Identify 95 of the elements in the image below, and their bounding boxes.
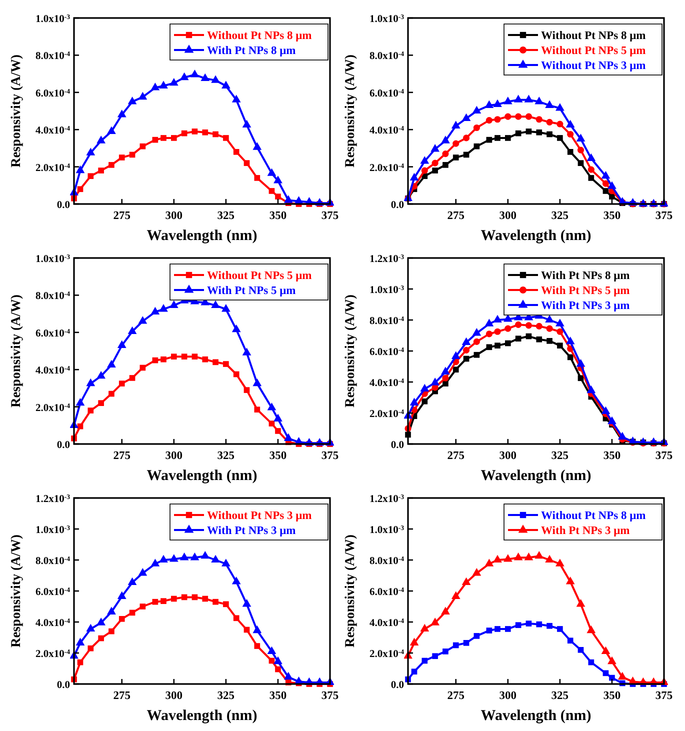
legend-label: Without Pt NPs 8 μm — [541, 510, 646, 522]
x-axis-title: Wavelength (nm) — [480, 228, 592, 244]
y-tick-label: 1.0x10$^{-3}$ — [35, 524, 71, 536]
x-tick-label: 325 — [551, 690, 569, 702]
y-tick-label: 2.0x10$^{-4}$ — [369, 648, 405, 660]
y-tick-label: 1.0x10$^{-3}$ — [369, 284, 405, 296]
x-tick-label: 350 — [603, 450, 621, 462]
legend-label: Without Pt NPs 8 μm — [207, 30, 312, 42]
y-tick-label: 4.0x10$^{-4}$ — [35, 125, 71, 137]
y-tick-label: 1.2x10$^{-3}$ — [35, 494, 71, 505]
y-tick-label: 0.0 — [390, 680, 404, 691]
y-tick-label: 2.0x10$^{-4}$ — [35, 162, 71, 174]
y-tick-label: 8.0x10$^{-4}$ — [35, 50, 71, 62]
x-tick-label: 375 — [655, 210, 673, 222]
legend-label: Without Pt NPs 8 μm — [541, 30, 646, 42]
x-tick-label: 275 — [113, 210, 131, 222]
y-tick-label: 0.0 — [56, 440, 70, 451]
y-tick-label: 6.0x10$^{-4}$ — [35, 328, 71, 340]
legend-label: With Pt NPs 3 μm — [207, 525, 296, 537]
y-axis-title: Responsivity (A/W) — [8, 534, 23, 648]
y-axis-title: Responsivity (A/W) — [8, 294, 23, 408]
legend-label: Without Pt NPs 3 μm — [207, 510, 312, 522]
legend-label: Without Pt NPs 5 μm — [541, 45, 646, 57]
x-tick-label: 350 — [603, 210, 621, 222]
x-tick-label: 375 — [321, 210, 339, 222]
x-tick-label: 275 — [447, 690, 465, 702]
x-tick-label: 375 — [655, 690, 673, 702]
y-tick-label: 6.0x10$^{-4}$ — [35, 88, 71, 100]
y-tick-label: 2.0x10$^{-4}$ — [35, 402, 71, 414]
y-tick-label: 1.0x10$^{-3}$ — [35, 14, 71, 25]
y-tick-label: 1.2x10$^{-3}$ — [369, 254, 405, 265]
y-tick-label: 8.0x10$^{-4}$ — [369, 316, 405, 327]
x-tick-label: 300 — [165, 450, 183, 462]
x-axis-title: Wavelength (nm) — [146, 228, 258, 244]
x-tick-label: 325 — [551, 210, 569, 222]
y-tick-label: 0.0 — [56, 680, 70, 691]
y-tick-label: 6.0x10$^{-4}$ — [369, 346, 405, 358]
x-tick-label: 375 — [321, 450, 339, 462]
x-tick-label: 275 — [447, 210, 465, 222]
x-tick-label: 350 — [269, 210, 287, 222]
x-axis-title: Wavelength (nm) — [146, 468, 258, 484]
x-tick-label: 300 — [499, 690, 517, 702]
x-tick-label: 275 — [113, 690, 131, 702]
y-axis-title: Responsivity (A/W) — [342, 54, 357, 168]
x-axis-title: Wavelength (nm) — [146, 708, 258, 724]
y-tick-label: 8.0x10$^{-4}$ — [35, 290, 71, 302]
y-tick-label: 6.0x10$^{-4}$ — [35, 586, 71, 598]
x-tick-label: 350 — [269, 690, 287, 702]
x-tick-label: 350 — [603, 690, 621, 702]
x-tick-label: 325 — [551, 450, 569, 462]
x-tick-label: 300 — [499, 210, 517, 222]
y-tick-label: 8.0x10$^{-4}$ — [35, 556, 71, 567]
y-tick-label: 1.0x10$^{-3}$ — [369, 14, 405, 25]
y-tick-label: 2.0x10$^{-4}$ — [35, 648, 71, 660]
y-tick-label: 0.0 — [56, 200, 70, 211]
x-axis-title: Wavelength (nm) — [480, 708, 592, 724]
y-axis-title: Responsivity (A/W) — [342, 294, 357, 408]
y-tick-label: 6.0x10$^{-4}$ — [369, 586, 405, 598]
legend-label: With Pt NPs 8 μm — [541, 270, 630, 282]
y-axis-title: Responsivity (A/W) — [8, 54, 23, 168]
x-tick-label: 375 — [655, 450, 673, 462]
x-tick-label: 350 — [269, 450, 287, 462]
y-tick-label: 8.0x10$^{-4}$ — [369, 50, 405, 62]
x-axis-title: Wavelength (nm) — [480, 468, 592, 484]
x-tick-label: 375 — [321, 690, 339, 702]
y-tick-label: 4.0x10$^{-4}$ — [369, 618, 405, 629]
y-tick-label: 2.0x10$^{-4}$ — [369, 408, 405, 420]
y-tick-label: 4.0x10$^{-4}$ — [369, 125, 405, 137]
y-tick-label: 6.0x10$^{-4}$ — [369, 88, 405, 100]
x-tick-label: 300 — [165, 690, 183, 702]
y-tick-label: 1.0x10$^{-3}$ — [369, 524, 405, 536]
y-tick-label: 0.0 — [390, 200, 404, 211]
legend-label: With Pt NPs 5 μm — [207, 285, 296, 297]
legend-label: With Pt NPs 8 μm — [207, 45, 296, 57]
x-tick-label: 300 — [499, 450, 517, 462]
legend-label: Without Pt NPs 5 μm — [207, 270, 312, 282]
y-tick-label: 4.0x10$^{-4}$ — [35, 365, 71, 377]
y-tick-label: 4.0x10$^{-4}$ — [35, 618, 71, 629]
y-tick-label: 0.0 — [390, 440, 404, 451]
y-tick-label: 2.0x10$^{-4}$ — [369, 162, 405, 174]
legend-label: Without Pt NPs 3 μm — [541, 60, 646, 72]
x-tick-label: 275 — [113, 450, 131, 462]
x-tick-label: 325 — [217, 690, 235, 702]
legend-label: With Pt NPs 3 μm — [541, 525, 630, 537]
x-tick-label: 325 — [217, 450, 235, 462]
x-tick-label: 325 — [217, 210, 235, 222]
legend-label: With Pt NPs 5 μm — [541, 285, 630, 297]
x-tick-label: 300 — [165, 210, 183, 222]
y-tick-label: 1.2x10$^{-3}$ — [369, 494, 405, 505]
x-tick-label: 275 — [447, 450, 465, 462]
y-tick-label: 8.0x10$^{-4}$ — [369, 556, 405, 567]
y-tick-label: 4.0x10$^{-4}$ — [369, 378, 405, 389]
y-tick-label: 1.0x10$^{-3}$ — [35, 254, 71, 265]
y-axis-title: Responsivity (A/W) — [342, 534, 357, 648]
legend-label: With Pt NPs 3 μm — [541, 300, 630, 312]
